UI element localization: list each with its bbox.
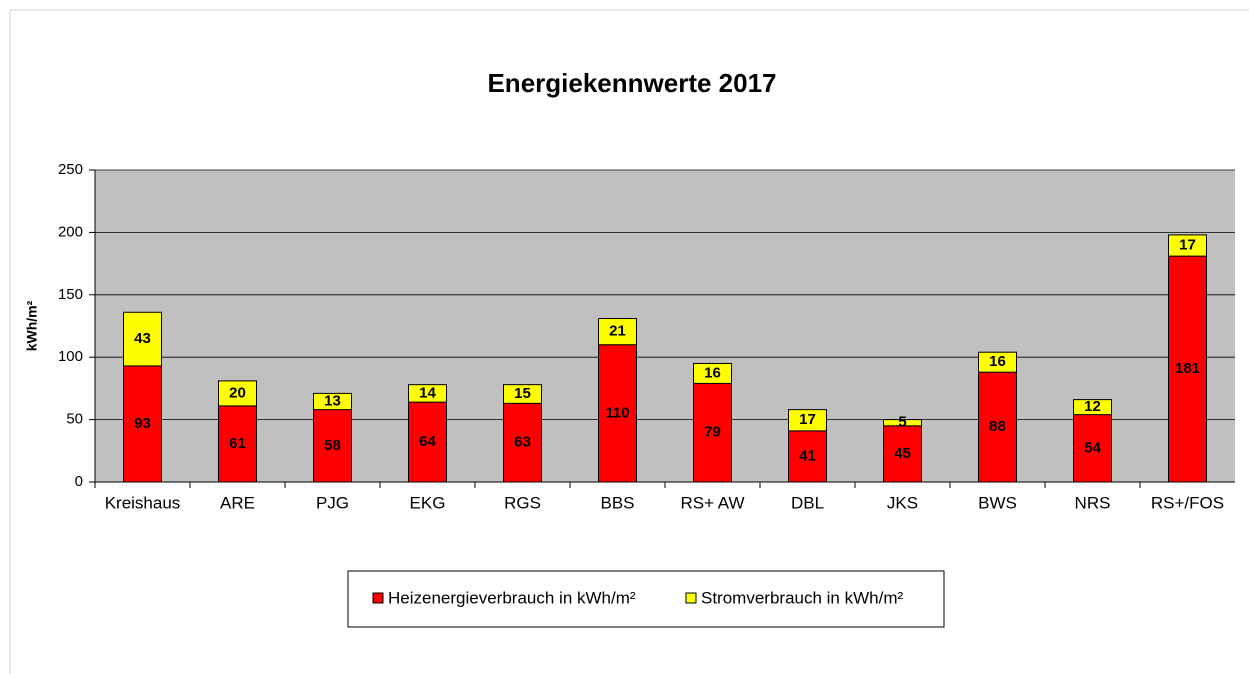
value-label: 93 <box>134 415 151 432</box>
value-label: 63 <box>514 434 531 451</box>
x-tick-label: DBL <box>791 493 824 512</box>
bar-segment <box>218 405 257 483</box>
bar-segment <box>883 419 922 427</box>
bar-segment <box>693 382 732 483</box>
y-tick-label: 200 <box>58 223 83 240</box>
value-label: 110 <box>605 404 629 421</box>
x-tick-label: RS+/FOS <box>1151 493 1224 512</box>
bar-segment <box>503 384 542 404</box>
x-tick-label: BWS <box>978 493 1017 512</box>
value-label: 79 <box>704 424 721 441</box>
x-tick-label: BBS <box>600 493 634 512</box>
value-label: 64 <box>419 433 436 450</box>
chart-title: Energiekennwerte 2017 <box>487 68 776 98</box>
value-label: 43 <box>134 330 151 347</box>
legend-label: Stromverbrauch in kWh/m² <box>701 588 903 607</box>
y-tick-label: 0 <box>75 473 83 490</box>
bar-segment <box>1168 234 1207 257</box>
value-label: 17 <box>799 411 816 428</box>
bar-segment <box>598 344 637 483</box>
value-label: 12 <box>1084 398 1101 415</box>
x-tick-label: EKG <box>410 493 446 512</box>
value-label: 54 <box>1084 439 1101 456</box>
bar-segment <box>693 362 732 384</box>
bar-segment <box>123 365 162 483</box>
bar-segment <box>313 392 352 411</box>
bar-segment <box>503 402 542 483</box>
x-tick-label: JKS <box>887 493 918 512</box>
bar-segment <box>408 401 447 483</box>
value-label: 61 <box>229 435 246 452</box>
value-label: 181 <box>1175 360 1200 377</box>
bar-segment <box>883 425 922 483</box>
y-tick-label: 50 <box>66 411 83 428</box>
value-label: 17 <box>1179 236 1196 253</box>
legend-swatch <box>685 592 697 604</box>
legend <box>347 570 945 628</box>
bar-segment <box>978 351 1017 373</box>
value-label: 21 <box>609 323 626 340</box>
value-label: 58 <box>324 437 341 454</box>
y-tick-label: 100 <box>58 348 83 365</box>
bar-segment <box>408 384 447 403</box>
value-label: 14 <box>419 384 436 401</box>
x-tick-label: RS+ AW <box>680 493 744 512</box>
bar-segment <box>1073 399 1112 416</box>
value-label: 88 <box>989 418 1006 435</box>
x-tick-label: NRS <box>1075 493 1111 512</box>
value-label: 5 <box>898 414 906 431</box>
plot-area <box>95 170 1235 482</box>
value-label: 15 <box>514 385 531 402</box>
bar-segment <box>1073 414 1112 483</box>
x-tick-label: Kreishaus <box>105 493 181 512</box>
value-label: 41 <box>799 447 816 464</box>
value-label: 16 <box>989 353 1006 370</box>
y-tick-label: 150 <box>58 286 83 303</box>
bar-segment <box>313 409 352 483</box>
value-label: 16 <box>704 364 721 381</box>
value-label: 13 <box>324 392 341 409</box>
legend-swatch <box>372 592 384 604</box>
bar-segment <box>123 311 162 367</box>
x-tick-label: ARE <box>220 493 255 512</box>
bar-segment <box>598 318 637 346</box>
bar-segment <box>218 380 257 407</box>
legend-label: Heizenergieverbrauch in kWh/m² <box>388 588 636 607</box>
y-tick-label: 250 <box>58 161 83 178</box>
value-label: 45 <box>894 445 911 462</box>
value-label: 20 <box>229 384 246 401</box>
bar-segment <box>788 409 827 432</box>
x-tick-label: PJG <box>316 493 349 512</box>
x-tick-label: RGS <box>504 493 541 512</box>
y-axis-label: kWh/m² <box>24 300 40 351</box>
